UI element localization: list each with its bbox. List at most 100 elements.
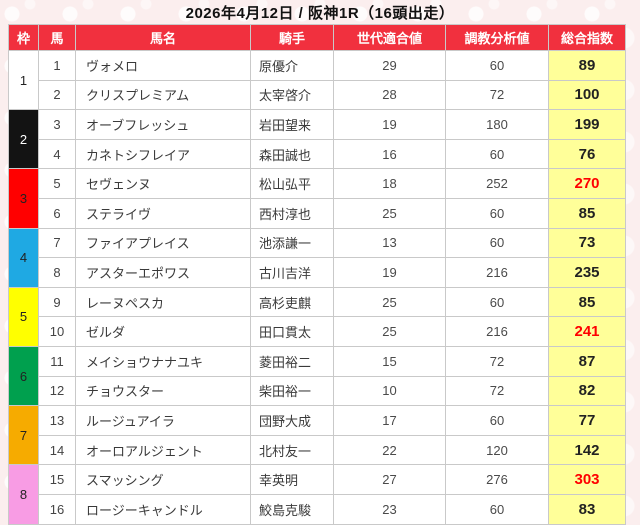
frame-cell: 8 — [8, 464, 39, 525]
generation-fit-cell: 16 — [333, 138, 446, 170]
generation-fit-cell: 18 — [333, 168, 446, 199]
table-row: 7 13 ルージュアイラ 団野大成 17 60 77 — [8, 405, 626, 466]
table-row: 16 ロージーキャンドル 鮫島克駿 23 60 83 — [9, 493, 626, 525]
table-row: 2 クリスプレミアム 太宰啓介 28 72 100 — [9, 79, 626, 111]
col-header-total-index: 総合指数 — [548, 24, 626, 51]
generation-fit-cell: 19 — [333, 257, 446, 288]
col-header-generation-fit: 世代適合値 — [333, 24, 446, 51]
generation-fit-cell: 17 — [333, 405, 446, 436]
horse-number-cell: 1 — [38, 50, 76, 81]
frame-cell: 1 — [8, 49, 39, 111]
generation-fit-cell: 29 — [333, 50, 446, 81]
generation-fit-cell: 28 — [333, 79, 446, 111]
training-analysis-cell: 72 — [445, 79, 549, 111]
horse-number-cell: 2 — [38, 79, 76, 111]
horse-name-cell: ステライヴ — [75, 197, 251, 229]
table-row: 14 オーロアルジェント 北村友一 22 120 142 — [9, 434, 626, 466]
table-row: 5 9 レーヌペスカ 高杉吏麒 25 60 85 — [8, 286, 626, 347]
total-index-cell: 73 — [548, 227, 626, 259]
horse-number-cell: 7 — [38, 227, 76, 259]
generation-fit-cell: 19 — [333, 109, 446, 140]
horse-number-cell: 5 — [38, 168, 76, 199]
training-analysis-cell: 60 — [445, 138, 549, 170]
horse-number-cell: 14 — [38, 434, 76, 466]
header-row: 枠 馬 馬名 騎手 世代適合値 調教分析値 総合指数 — [8, 24, 626, 51]
generation-fit-cell: 15 — [333, 345, 446, 377]
generation-fit-cell: 27 — [333, 464, 446, 495]
frame-cell: 6 — [8, 345, 39, 407]
total-index-cell: 89 — [548, 50, 626, 81]
training-analysis-cell: 216 — [445, 257, 549, 288]
horse-number-cell: 15 — [38, 464, 76, 495]
table-row: 8 15 スマッシング 幸英明 27 276 303 — [8, 464, 626, 525]
total-index-cell: 270 — [548, 168, 626, 199]
total-index-cell: 235 — [548, 257, 626, 288]
training-analysis-cell: 72 — [445, 375, 549, 407]
table-row: 2 3 オーブフレッシュ 岩田望来 19 180 199 — [8, 109, 626, 170]
frame-cell: 4 — [8, 227, 39, 288]
training-analysis-cell: 72 — [445, 345, 549, 377]
frame-cell: 7 — [8, 405, 39, 466]
generation-fit-cell: 13 — [333, 227, 446, 259]
jockey-cell: 田口貫太 — [250, 316, 334, 347]
jockey-cell: 松山弘平 — [250, 168, 334, 199]
total-index-cell: 77 — [548, 405, 626, 436]
total-index-cell: 85 — [548, 286, 626, 318]
total-index-cell: 199 — [548, 109, 626, 140]
horse-number-cell: 6 — [38, 197, 76, 229]
total-index-cell: 85 — [548, 197, 626, 229]
training-analysis-cell: 216 — [445, 316, 549, 347]
horse-name-cell: ルージュアイラ — [75, 405, 251, 436]
table-row: 4 カネトシフレイア 森田誠也 16 60 76 — [9, 138, 626, 170]
generation-fit-cell: 22 — [333, 434, 446, 466]
race-table: 枠 馬 馬名 騎手 世代適合値 調教分析値 総合指数 1 1 ヴォメロ 原優介 … — [8, 24, 626, 525]
jockey-cell: 西村淳也 — [250, 197, 334, 229]
col-header-training-analysis: 調教分析値 — [445, 24, 549, 51]
page-title: 2026年4月12日 / 阪神1R（16頭出走） — [185, 4, 455, 22]
training-analysis-cell: 252 — [445, 168, 549, 199]
total-index-cell: 241 — [548, 316, 626, 347]
generation-fit-cell: 10 — [333, 375, 446, 407]
horse-name-cell: メイショウナナユキ — [75, 345, 251, 377]
training-analysis-cell: 60 — [445, 405, 549, 436]
generation-fit-cell: 23 — [333, 493, 446, 525]
table-row: 6 ステライヴ 西村淳也 25 60 85 — [9, 197, 626, 229]
col-header-jockey: 騎手 — [250, 24, 334, 51]
horse-name-cell: ヴォメロ — [75, 50, 251, 81]
horse-name-cell: オーロアルジェント — [75, 434, 251, 466]
horse-name-cell: セヴェンヌ — [75, 168, 251, 199]
horse-number-cell: 16 — [38, 493, 76, 525]
horse-number-cell: 13 — [38, 405, 76, 436]
jockey-cell: 高杉吏麒 — [250, 286, 334, 318]
horse-name-cell: カネトシフレイア — [75, 138, 251, 170]
jockey-cell: 原優介 — [250, 50, 334, 81]
table-row: 10 ゼルダ 田口貫太 25 216 241 — [9, 316, 626, 347]
horse-number-cell: 10 — [38, 316, 76, 347]
horse-name-cell: アスターエポワス — [75, 257, 251, 288]
jockey-cell: 北村友一 — [250, 434, 334, 466]
frame-cell: 5 — [8, 286, 39, 347]
horse-name-cell: ファイアプレイス — [75, 227, 251, 259]
horse-number-cell: 9 — [38, 286, 76, 318]
training-analysis-cell: 60 — [445, 493, 549, 525]
table-row: 3 5 セヴェンヌ 松山弘平 18 252 270 — [8, 168, 626, 229]
generation-fit-cell: 25 — [333, 197, 446, 229]
generation-fit-cell: 25 — [333, 316, 446, 347]
training-analysis-cell: 60 — [445, 227, 549, 259]
jockey-cell: 菱田裕二 — [250, 345, 334, 377]
total-index-cell: 142 — [548, 434, 626, 466]
training-analysis-cell: 120 — [445, 434, 549, 466]
jockey-cell: 池添謙一 — [250, 227, 334, 259]
training-analysis-cell: 180 — [445, 109, 549, 140]
table-row: 8 アスターエポワス 古川吉洋 19 216 235 — [9, 257, 626, 288]
horse-name-cell: ゼルダ — [75, 316, 251, 347]
horse-number-cell: 4 — [38, 138, 76, 170]
horse-name-cell: スマッシング — [75, 464, 251, 495]
training-analysis-cell: 60 — [445, 286, 549, 318]
training-analysis-cell: 276 — [445, 464, 549, 495]
horse-number-cell: 3 — [38, 109, 76, 140]
table-row: 12 チョウスター 柴田裕一 10 72 82 — [9, 375, 626, 407]
col-header-frame: 枠 — [8, 24, 39, 51]
table-row: 6 11 メイショウナナユキ 菱田裕二 15 72 87 — [8, 345, 626, 407]
